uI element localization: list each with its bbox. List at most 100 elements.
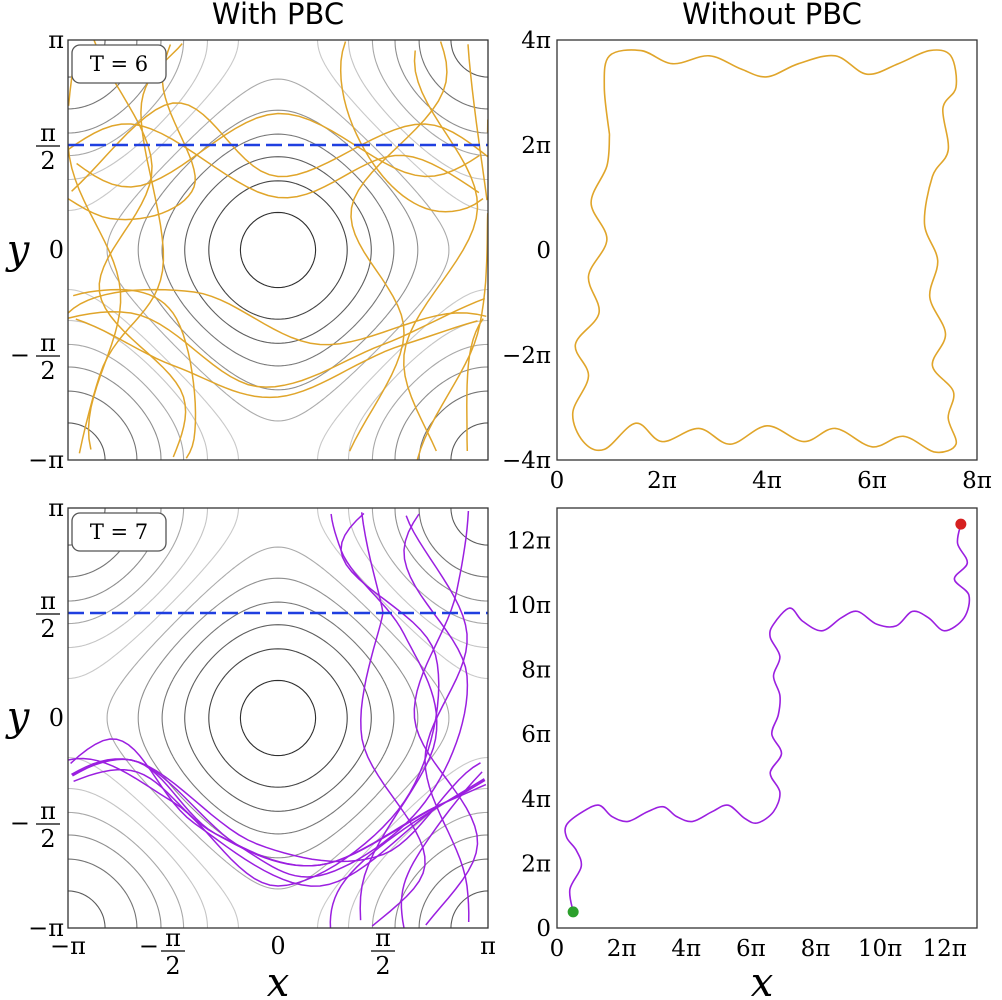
orbit-segment (467, 44, 488, 201)
axes-frame (556, 39, 978, 461)
contour-line (184, 156, 372, 344)
tick-label: 2π (521, 851, 551, 877)
tick-label: −π (50, 932, 86, 960)
svg-text:2: 2 (40, 825, 55, 853)
contour-line (106, 546, 450, 890)
y-axis-label: y (5, 694, 31, 740)
tick-label: 0 (536, 916, 551, 942)
tick-label: − π2 (10, 797, 60, 853)
axes-frame (67, 507, 489, 929)
tick-label: 6π (736, 936, 766, 962)
svg-text:π: π (40, 587, 56, 615)
svg-text:2: 2 (375, 952, 390, 980)
orbit-segment (403, 50, 479, 452)
orbit-segment (348, 41, 448, 452)
orbit-t7-wrapped (68, 510, 487, 928)
orbit-t6 (571, 49, 958, 454)
tick-label: − π2 (139, 924, 185, 980)
tick-label: 8π (962, 468, 992, 494)
orbit-segment (68, 288, 487, 346)
tick-label: 6π (521, 722, 551, 748)
tick-label: 4π (521, 787, 551, 813)
x-axis-label: x (267, 960, 290, 1000)
axes-frame (556, 507, 978, 929)
col-title-no-pbc: Without PBC (682, 0, 862, 31)
orbit-segment (72, 513, 469, 878)
contour-line (161, 601, 395, 835)
tick-label: 6π (857, 468, 887, 494)
tick-label: 0 (550, 468, 565, 494)
orbit-segment (360, 612, 426, 927)
tick-label: −4π (502, 448, 551, 474)
y-axis-label: y (5, 227, 31, 273)
t-label: T = 6 (90, 52, 148, 76)
contour-line (137, 577, 419, 859)
tick-label: 4π (671, 936, 701, 962)
orbit-segment (71, 758, 481, 863)
axes-frame (67, 39, 489, 461)
svg-text:π: π (165, 924, 181, 952)
orbit-segment (75, 318, 478, 399)
orbit-segment (70, 738, 485, 887)
tick-label: π (480, 932, 496, 960)
tick-label: −2π (502, 343, 551, 369)
orbit-segment (400, 771, 483, 928)
tick-label: 4π (752, 468, 782, 494)
orbit-t6-wrapped (68, 40, 488, 460)
contour-line (239, 679, 317, 757)
x-tick-labels: 0 2π 4π 6π 8π (550, 468, 992, 494)
contour-line (68, 508, 488, 928)
orbit-segment (68, 512, 440, 887)
tick-label: 12π (507, 528, 551, 554)
orbit-segment (73, 769, 486, 867)
orbit-segment (71, 102, 488, 192)
contour-line (68, 40, 488, 460)
tick-label: 0 (49, 236, 64, 264)
tick-label: −π (28, 446, 64, 474)
contour-line (208, 180, 348, 320)
orbit-segment (416, 213, 488, 460)
orbit-segment (360, 512, 384, 614)
svg-text:2: 2 (40, 147, 55, 175)
svg-text:π: π (40, 119, 56, 147)
orbit-segment (68, 44, 196, 221)
orbit-segment (413, 510, 479, 926)
tick-label: π2 (36, 119, 60, 175)
tick-label: 4π (521, 28, 551, 54)
tick-label: − π2 (10, 329, 60, 385)
x-tick-labels: 0 2π 4π 6π 8π 10π 12π (550, 936, 967, 962)
t-label-frame (71, 512, 167, 552)
contour-field (68, 508, 488, 928)
panel-t6-no-pbc: 0 2π 4π 6π 8π 4π 2π 0 −2π −4π (502, 28, 992, 494)
tick-label: 0 (536, 238, 551, 264)
tick-label: 8π (801, 936, 831, 962)
svg-text:−: − (139, 932, 159, 960)
tick-label: π2 (371, 924, 395, 980)
orbit-t7 (564, 523, 971, 912)
tick-label: −π (28, 914, 64, 942)
svg-text:2: 2 (165, 952, 180, 980)
y-tick-labels: 12π 10π 8π 6π 4π 2π 0 (507, 528, 551, 942)
t-label-box: T = 6 (71, 44, 167, 84)
orbit-segment (466, 318, 484, 452)
tick-label: 2π (647, 468, 677, 494)
contour-line (161, 133, 395, 367)
orbit-segment (339, 41, 484, 213)
svg-text:π: π (40, 329, 56, 357)
svg-text:2: 2 (40, 357, 55, 385)
contour-line (106, 78, 450, 422)
tick-label: 2π (607, 936, 637, 962)
contour-line (68, 508, 488, 928)
contour-line (239, 211, 317, 289)
tick-label: 0 (49, 704, 64, 732)
orbit-segment (76, 112, 480, 188)
t-label-frame (71, 44, 167, 84)
tick-label: 10π (858, 936, 902, 962)
orbit-segment (68, 123, 480, 199)
tick-label: π (48, 26, 64, 54)
orbit-segment (68, 144, 122, 450)
